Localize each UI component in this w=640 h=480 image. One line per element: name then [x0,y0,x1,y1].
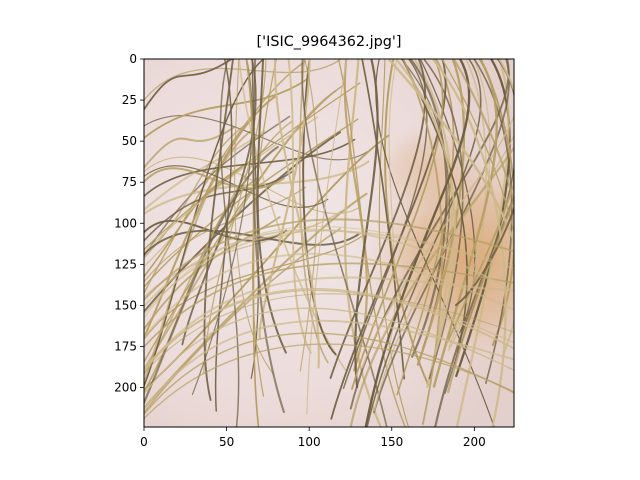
hair-strand [144,85,344,364]
x-tick-label: 0 [140,435,148,449]
hair-strand [416,59,466,366]
hair-strand [144,218,514,302]
hair-strand [287,59,312,354]
hair-strand [351,59,444,390]
hair-strand [144,293,514,374]
y-tick-label: 0 [129,52,137,66]
y-tick-label: 200 [114,381,137,395]
hair-strand [144,276,514,373]
hair-strand [214,59,233,412]
x-tick-label: 100 [298,435,321,449]
hair-strand [181,59,257,346]
hair-strand [387,59,514,246]
hair-strand [144,126,236,170]
hair-strand [523,50,560,350]
hair-strand [383,59,430,386]
hair-strand [306,59,348,415]
hair-strand [144,59,234,112]
hair-strand [447,59,487,352]
hair-strand [144,262,514,349]
hair-strand [144,164,245,278]
hair-strand [378,59,410,427]
hair-strand [441,59,514,395]
hair-strand [256,59,287,354]
hair-strand [144,78,308,140]
hair-strand [144,167,285,190]
hair-strand [431,59,507,427]
hair-strand [252,59,285,414]
hair-strand [144,319,514,410]
hair-strand [144,170,295,242]
hair-strand [144,225,514,319]
axes-frame [143,58,515,428]
hair-strand [144,307,514,396]
plot-title: ['ISIC_9964362.jpg'] [256,34,402,50]
hair-strand [144,219,288,242]
x-tick-label: 50 [219,435,234,449]
hair-strands [144,50,561,427]
hair-strand [191,59,253,395]
hair-strand [144,332,514,416]
hair-strand [419,59,476,334]
hair-strand [144,156,361,214]
dermoscopy-image [144,50,561,427]
hair-strand [452,59,514,206]
y-tick-label: 25 [122,93,137,107]
x-axis: 0 50 100 150 200 [140,427,486,449]
hair-strand [144,287,514,373]
hair-strand [498,59,514,359]
y-tick-label: 125 [114,257,137,271]
hair-strand [299,59,319,372]
y-tick-label: 100 [114,216,137,230]
hair-strand [361,59,406,380]
hair-strand [422,59,464,380]
hair-strand [144,130,266,211]
y-tick-label: 50 [122,134,137,148]
x-tick-label: 150 [380,435,403,449]
hair-strand [203,59,234,401]
hair-strand [144,60,307,295]
hair-strand [144,228,514,308]
hair-strand [349,145,514,427]
hair-strand [409,59,448,358]
hair-strand [520,50,561,358]
hair-strand [354,59,379,389]
hair-strand [373,59,510,414]
hair-strand [455,59,510,427]
hair-strand [238,59,347,371]
hair-strand [203,59,267,374]
hair-strand [447,195,514,394]
y-tick-label: 150 [114,298,137,312]
hair-strand [273,59,320,369]
hair-strand [144,252,514,339]
hair-strand [394,59,456,356]
x-tick-label: 200 [463,435,486,449]
hair-strand [144,118,255,259]
y-tick-label: 175 [114,340,137,354]
hair-strand [144,229,514,316]
y-tick-label: 75 [122,175,137,189]
hair-strand [447,180,514,343]
y-axis: 0 25 50 75 100 125 150 175 200 [114,52,144,395]
hair-strand [330,59,447,420]
